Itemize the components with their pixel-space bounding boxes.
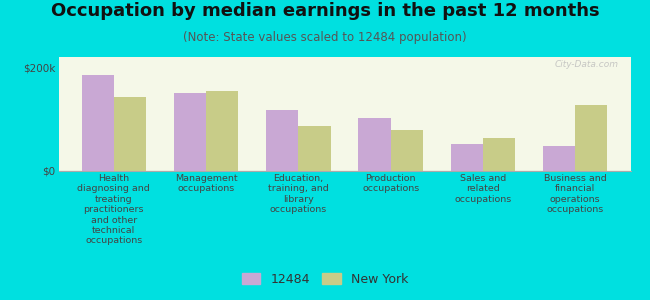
Bar [114,98,146,171]
Bar [575,105,608,171]
Text: Health
diagnosing and
treating
practitioners
and other
technical
occupations: Health diagnosing and treating practitio… [77,174,150,245]
Text: Management
occupations: Management occupations [175,174,237,194]
Bar [391,130,423,171]
Bar [543,146,575,171]
Text: Occupation by median earnings in the past 12 months: Occupation by median earnings in the pas… [51,2,599,20]
Text: City-Data.com: City-Data.com [555,60,619,69]
Bar [298,126,331,171]
Bar [174,93,206,171]
Text: Sales and
related
occupations: Sales and related occupations [454,174,512,204]
Legend: 12484, New York: 12484, New York [237,268,413,291]
Bar [81,75,114,171]
Bar [358,118,391,171]
Bar [450,143,483,171]
Text: (Note: State values scaled to 12484 population): (Note: State values scaled to 12484 popu… [183,32,467,44]
Bar [266,110,298,171]
Text: Education,
training, and
library
occupations: Education, training, and library occupat… [268,174,329,214]
Text: Business and
financial
operations
occupations: Business and financial operations occupa… [544,174,606,214]
Bar [483,138,515,171]
Text: Production
occupations: Production occupations [362,174,419,194]
Bar [206,91,239,171]
